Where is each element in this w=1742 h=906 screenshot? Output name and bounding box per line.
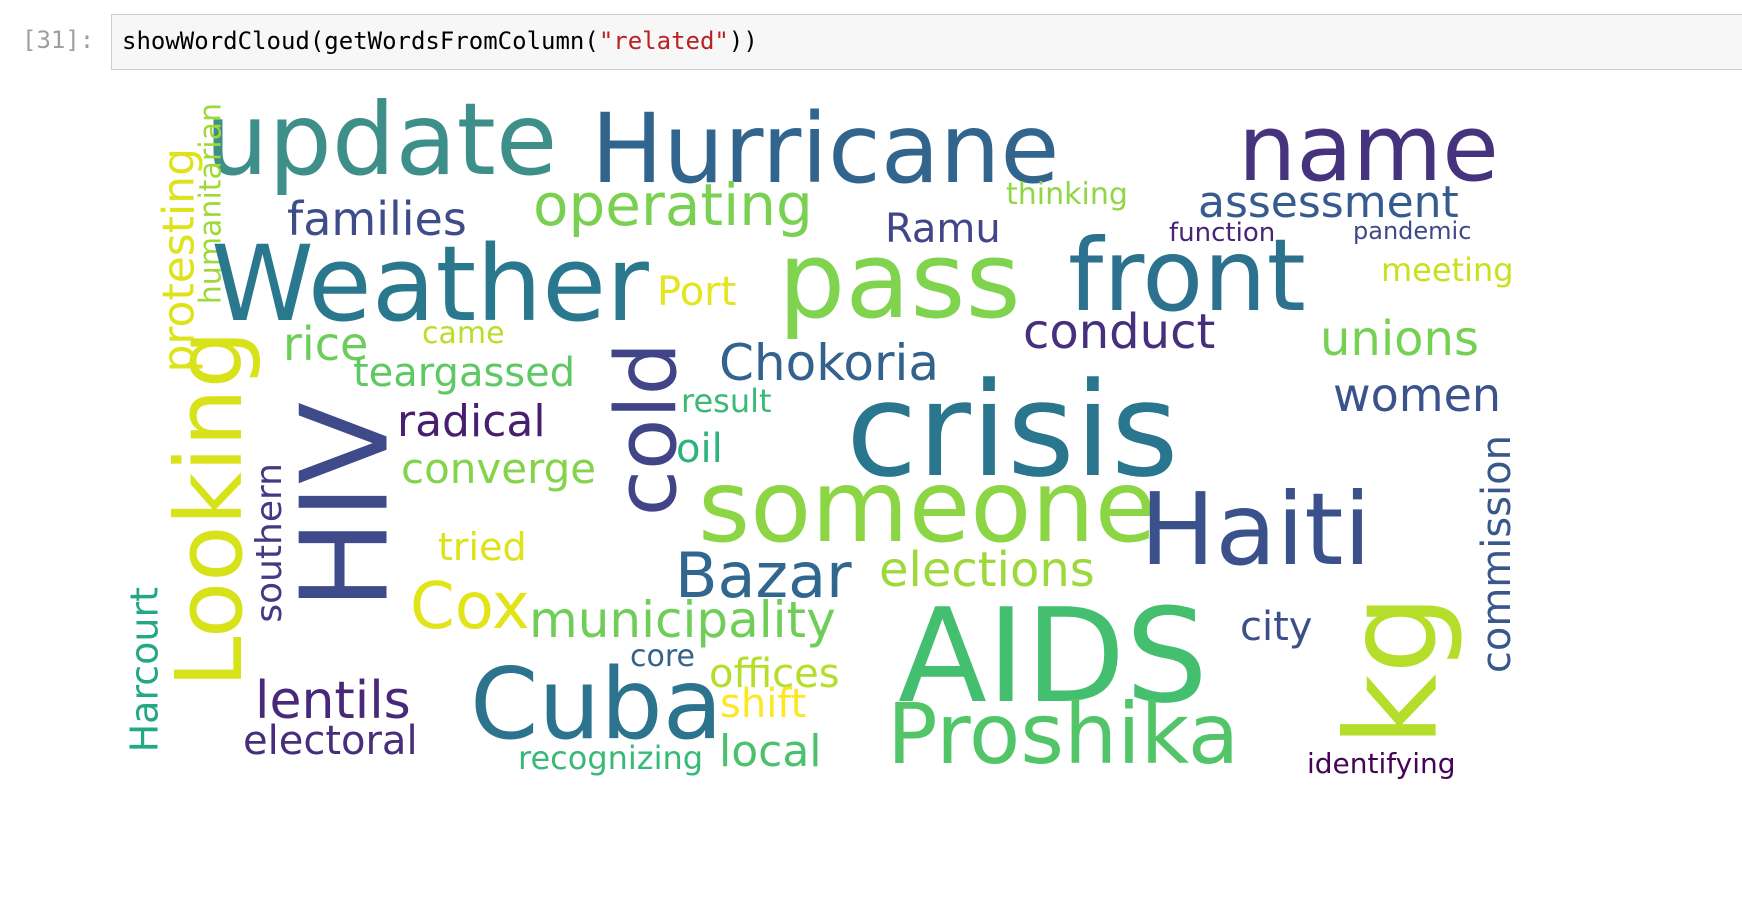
word-municipality: municipality <box>529 591 836 649</box>
word-hurricane: Hurricane <box>591 93 1059 205</box>
word-tried: tried <box>438 525 527 569</box>
word-shift: shift <box>720 681 806 727</box>
word-radical: radical <box>397 396 546 447</box>
word-hiv: HIV <box>277 402 416 610</box>
word-assessment: assessment <box>1198 177 1459 228</box>
code-close-parens: )) <box>728 27 758 55</box>
word-looking: Looking <box>156 330 263 688</box>
word-kg: kg <box>1318 594 1465 747</box>
word-women: women <box>1333 368 1501 422</box>
word-function: function <box>1169 218 1275 248</box>
word-identifying: identifying <box>1307 747 1456 780</box>
word-thinking: thinking <box>1006 177 1128 212</box>
word-front: front <box>1068 217 1306 334</box>
word-elections: elections <box>879 542 1095 598</box>
word-local: local <box>719 726 822 777</box>
word-name: name <box>1238 95 1499 202</box>
word-haiti: Haiti <box>1140 471 1371 588</box>
code-string-literal: "related" <box>598 27 729 55</box>
word-cuba: Cuba <box>470 648 723 762</box>
word-unions: unions <box>1320 311 1479 367</box>
word-pass: pass <box>778 219 1021 342</box>
word-result: result <box>681 382 772 420</box>
word-electoral: electoral <box>243 718 418 764</box>
word-oil: oil <box>676 426 723 472</box>
word-humanitarian: humanitarian <box>193 103 228 304</box>
word-operating: operating <box>533 171 813 239</box>
word-offices: offices <box>709 651 840 697</box>
word-update: update <box>205 90 557 198</box>
word-cloud-image: update Hurricane name families operating thin… <box>123 90 1521 783</box>
word-rice: rice <box>283 317 368 371</box>
word-proshika: Proshika <box>887 685 1239 783</box>
word-protesting: protesting <box>153 148 204 373</box>
word-harcourt: Harcourt <box>123 587 167 752</box>
word-recognizing: recognizing <box>518 739 703 777</box>
word-lentils: lentils <box>255 671 411 731</box>
code-cell[interactable]: showWordCloud(getWordsFromColumn("relate… <box>111 14 1742 70</box>
word-port: Port <box>657 269 736 315</box>
word-pandemic: pandemic <box>1353 217 1471 245</box>
code-function-call: showWordCloud(getWordsFromColumn( <box>122 27 599 55</box>
cell-prompt: [31]: <box>22 26 95 54</box>
word-weather: Weather <box>211 223 649 345</box>
word-core: core <box>630 639 695 674</box>
word-ramu: Ramu <box>885 206 1001 252</box>
word-came: came <box>422 316 505 351</box>
word-families: families <box>287 192 467 246</box>
word-converge: converge <box>401 444 596 493</box>
word-crisis: crisis <box>846 354 1179 506</box>
word-meeting: meeting <box>1381 251 1514 289</box>
code-text[interactable]: showWordCloud(getWordsFromColumn("relate… <box>122 27 758 55</box>
word-bazar: Bazar <box>675 539 852 612</box>
word-cox: Cox <box>410 570 530 644</box>
word-cloud-output: update Hurricane name families operating thin… <box>113 90 1682 890</box>
word-commission: commission <box>1474 435 1520 673</box>
word-city: city <box>1240 604 1312 650</box>
word-conduct: conduct <box>1023 304 1215 360</box>
word-someone: someone <box>698 448 1156 565</box>
word-southern: southern <box>249 463 290 623</box>
word-aids: AIDS <box>898 580 1208 732</box>
word-chokoria: Chokoria <box>719 334 939 392</box>
word-teargassed: teargassed <box>353 350 575 396</box>
word-cold: cold <box>598 342 696 516</box>
